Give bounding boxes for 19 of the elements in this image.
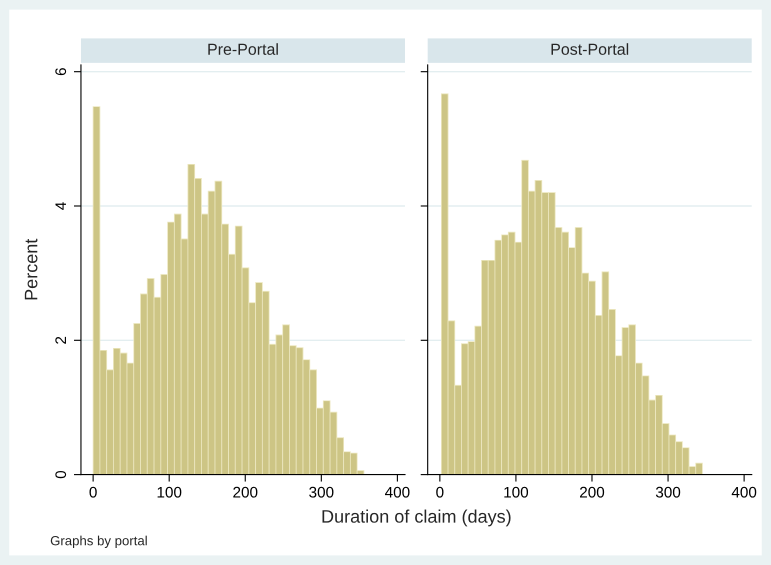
y-axis-title: Percent [24,238,38,300]
y-tick-label: 6 [55,68,66,76]
x-tick-label: 200 [233,486,258,498]
y-tick-label: 2 [55,336,66,344]
x-tick-label: 300 [309,486,334,498]
x-tick-label: 400 [732,486,756,498]
x-tick-label: 0 [89,486,97,498]
text: Graphs by portal [50,536,147,548]
x-tick-label: 300 [656,486,680,498]
y-tick-label: 4 [55,202,66,210]
chart-title: Pre-Portal [208,43,278,55]
x-tick-label: 100 [158,486,182,498]
x-axis-title: Duration of claim (days) [322,510,511,526]
x-tick-label: 200 [580,486,604,498]
x-tick-label: 100 [504,486,528,498]
chart-title: Post-Portal [552,43,628,55]
y-tick-label: 0 [55,470,66,478]
x-tick-label: 0 [436,486,444,498]
x-tick-label: 400 [385,486,410,498]
